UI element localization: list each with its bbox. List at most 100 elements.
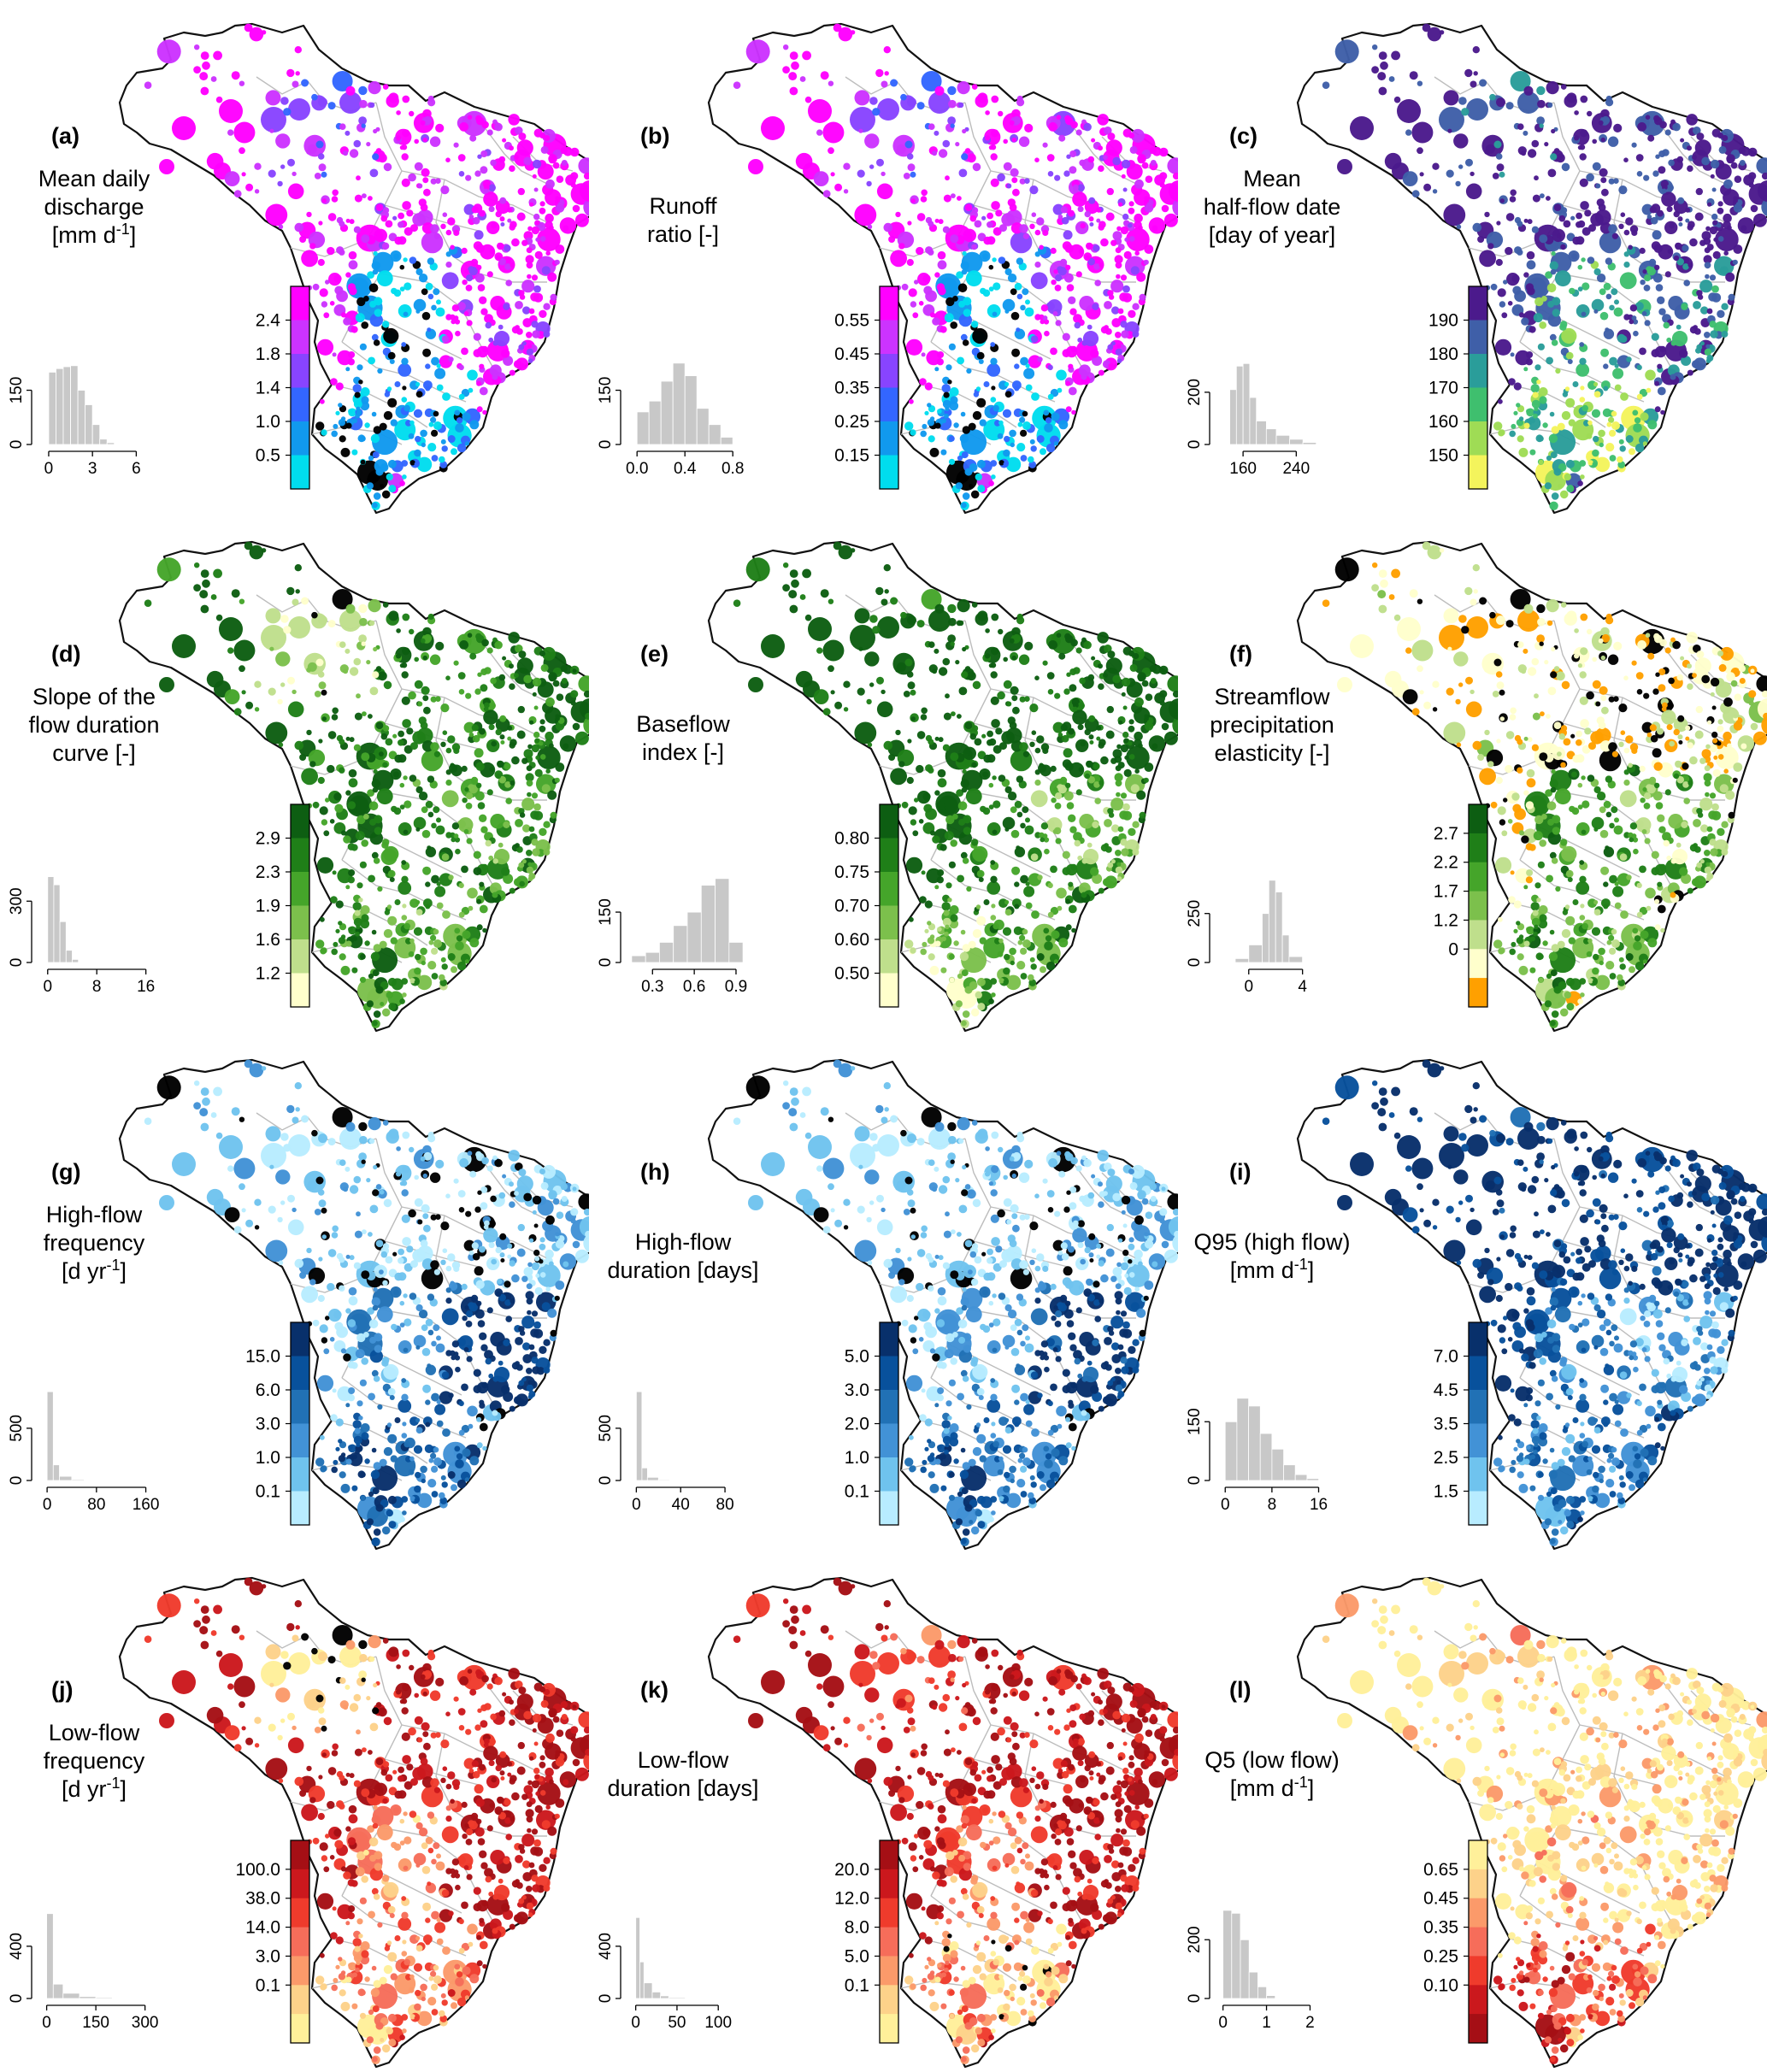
station-point bbox=[570, 700, 576, 706]
station-point bbox=[920, 714, 928, 721]
station-point bbox=[464, 269, 469, 274]
station-point bbox=[956, 271, 963, 279]
station-point bbox=[1737, 217, 1755, 234]
station-point bbox=[535, 755, 540, 760]
station-point bbox=[495, 728, 502, 736]
station-point bbox=[1620, 730, 1626, 735]
station-point bbox=[1042, 315, 1048, 321]
station-point bbox=[1704, 780, 1711, 787]
station-point bbox=[321, 171, 327, 178]
station-point bbox=[1025, 881, 1030, 886]
station-point bbox=[1510, 189, 1517, 197]
station-point bbox=[1581, 311, 1587, 317]
station-point bbox=[275, 1169, 291, 1185]
station-point bbox=[427, 257, 435, 265]
station-point bbox=[1629, 448, 1635, 456]
station-point bbox=[733, 599, 741, 607]
station-point bbox=[1761, 172, 1767, 180]
station-point bbox=[1074, 321, 1081, 329]
station-point bbox=[1068, 904, 1077, 914]
station-point bbox=[1031, 212, 1037, 217]
station-point bbox=[910, 429, 916, 436]
station-point bbox=[441, 853, 450, 861]
station-point bbox=[1599, 311, 1609, 321]
station-point bbox=[440, 703, 450, 713]
station-point bbox=[1579, 671, 1587, 679]
station-point bbox=[1639, 247, 1646, 254]
station-point bbox=[1701, 674, 1711, 684]
station-point bbox=[838, 26, 853, 42]
station-point bbox=[881, 689, 886, 695]
station-point bbox=[1380, 579, 1388, 588]
station-point bbox=[1492, 691, 1499, 698]
station-point bbox=[1721, 330, 1729, 338]
station-point bbox=[261, 107, 286, 132]
station-point bbox=[430, 696, 437, 703]
station-point bbox=[1139, 293, 1146, 301]
station-point bbox=[447, 1471, 456, 1479]
station-point bbox=[427, 845, 432, 851]
station-point bbox=[430, 1260, 439, 1269]
station-point bbox=[919, 896, 927, 904]
station-point bbox=[957, 599, 970, 613]
station-point bbox=[414, 967, 421, 975]
station-point bbox=[468, 732, 474, 738]
legend-swatch bbox=[880, 872, 898, 906]
station-point bbox=[473, 333, 481, 341]
station-point bbox=[402, 1237, 411, 1246]
station-point bbox=[745, 557, 770, 582]
station-point bbox=[1600, 137, 1605, 143]
station-point bbox=[1145, 693, 1153, 701]
station-point bbox=[314, 173, 321, 180]
station-point bbox=[301, 250, 318, 268]
histogram-y-tick-label: 150 bbox=[597, 377, 615, 404]
station-point bbox=[409, 110, 415, 117]
station-point bbox=[387, 1433, 398, 1444]
station-point bbox=[1523, 940, 1530, 947]
station-point bbox=[327, 1282, 335, 1292]
station-point bbox=[1443, 90, 1459, 106]
station-point bbox=[857, 687, 865, 696]
station-point bbox=[448, 356, 454, 362]
station-point bbox=[1439, 625, 1464, 650]
station-point bbox=[403, 775, 408, 780]
station-point bbox=[1057, 905, 1063, 911]
station-point bbox=[1417, 598, 1423, 604]
station-point bbox=[445, 229, 452, 236]
station-point bbox=[1016, 443, 1026, 452]
station-point bbox=[1544, 142, 1549, 147]
station-point bbox=[401, 397, 408, 403]
station-point bbox=[1069, 150, 1077, 157]
station-point bbox=[1739, 678, 1746, 684]
station-point bbox=[1633, 848, 1639, 855]
station-point bbox=[455, 330, 461, 337]
station-point bbox=[1659, 639, 1667, 647]
station-point bbox=[1592, 967, 1599, 975]
station-point bbox=[550, 293, 557, 301]
station-point bbox=[1709, 321, 1717, 328]
station-point bbox=[1655, 154, 1660, 159]
station-point bbox=[991, 613, 999, 621]
station-point bbox=[1587, 256, 1595, 264]
station-point bbox=[418, 792, 428, 801]
station-point bbox=[876, 158, 884, 167]
station-point bbox=[382, 84, 389, 90]
station-point bbox=[339, 249, 345, 256]
station-point bbox=[463, 311, 469, 316]
station-point bbox=[353, 1262, 361, 1269]
station-point bbox=[425, 881, 431, 887]
station-point bbox=[1034, 747, 1041, 754]
station-point bbox=[494, 1158, 503, 1168]
station-point bbox=[480, 308, 488, 315]
station-point bbox=[1694, 730, 1704, 739]
station-point bbox=[1587, 774, 1595, 782]
station-point bbox=[1737, 735, 1755, 752]
station-point bbox=[1681, 821, 1688, 828]
station-point bbox=[306, 211, 312, 218]
station-point bbox=[1609, 356, 1618, 366]
station-point bbox=[1721, 821, 1729, 828]
legend-swatch bbox=[880, 421, 898, 456]
station-point bbox=[368, 455, 374, 462]
station-point bbox=[349, 1185, 359, 1194]
station-point bbox=[1687, 145, 1692, 151]
